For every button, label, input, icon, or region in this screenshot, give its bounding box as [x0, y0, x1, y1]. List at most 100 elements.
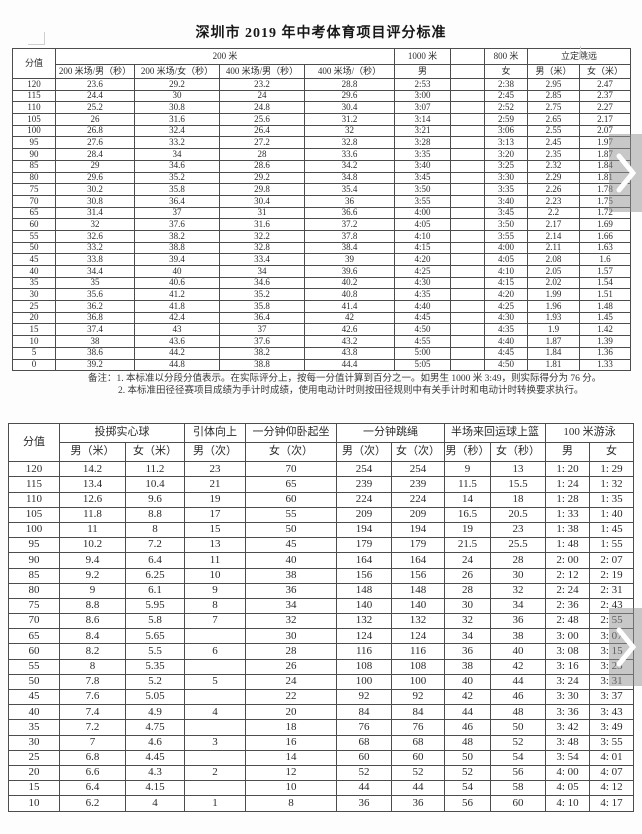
value-cell: 1: 55 — [589, 537, 634, 554]
value-cell: 1: 32 — [589, 476, 634, 493]
value-cell: 43.8 — [303, 346, 396, 360]
value-cell: 32 — [245, 613, 337, 630]
value-cell: 2:52 — [484, 101, 529, 115]
header-400m-male: 400 米场/男（秒） — [219, 64, 305, 79]
value-cell: 40.8 — [303, 288, 396, 302]
value-cell: 19 — [444, 521, 491, 539]
value-cell: 44 — [444, 704, 491, 721]
value-cell: 37 — [134, 206, 220, 220]
value-cell: 148 — [391, 582, 445, 599]
score-cell: 120 — [8, 461, 60, 478]
value-cell: 108 — [336, 658, 392, 675]
value-cell: 4 — [184, 704, 246, 721]
value-cell: 52 — [444, 764, 491, 782]
value-cell: 4:20 — [394, 253, 452, 266]
value-cell: 4:40 — [394, 300, 452, 313]
header-pullup-male: 男（次） — [184, 442, 246, 463]
value-cell: 37 — [219, 323, 305, 337]
value-cell: 1.9 — [527, 323, 581, 337]
chevron-right-icon — [616, 152, 636, 194]
score-cell: 120 — [12, 78, 56, 91]
table-row: 105 26 31.6 25.6 31.2 3:14 2:59 2.65 2.17 — [12, 113, 632, 126]
value-cell: 3: 49 — [589, 719, 634, 736]
value-cell: 36 — [245, 582, 337, 599]
note-text-2: 2. 本标准田径径赛项目成绩为手计时成绩，使用电动计时则按田径规则中有关手计时和… — [118, 385, 584, 396]
value-cell: 34.2 — [303, 159, 396, 173]
table-row: 60 32 37.6 31.6 37.2 4:05 3:50 2.17 1.69 — [12, 218, 632, 231]
value-cell: 19 — [184, 491, 246, 508]
value-cell: 6.4 — [125, 552, 185, 569]
value-cell: 1: 45 — [589, 521, 634, 539]
value-cell: 1: 28 — [545, 491, 590, 508]
value-cell: 2 — [184, 764, 246, 782]
table-row: 30 35.6 41.2 35.2 40.8 4:35 4:20 1.99 1.51 — [12, 288, 632, 302]
carousel-next-button[interactable] — [609, 134, 642, 212]
value-cell: 28 — [219, 148, 305, 161]
value-cell: 14 — [245, 749, 337, 766]
header-empty — [450, 48, 486, 65]
value-cell: 1.39 — [579, 335, 632, 348]
value-cell: 30 — [490, 567, 546, 584]
value-cell: 3:40 — [484, 194, 529, 208]
skill-events-table: 分值 投掷实心球 引体向上 一分钟仰卧起坐 一分钟跳绳 半场来回运球上篮 100… — [8, 423, 634, 812]
table-notes: 备注：1. 本标准以分段分值表示。在实际评分上，按每一分值计算到百分之一。如男生… — [88, 374, 642, 397]
note-label: 备注： — [88, 374, 117, 385]
score-cell: 55 — [8, 658, 60, 675]
header-1000m-group: 1000 米 — [394, 48, 452, 65]
carousel-next-button[interactable] — [609, 608, 642, 686]
value-cell: 40 — [490, 643, 546, 660]
header-situp-group: 一分钟仰卧起坐 — [245, 423, 337, 444]
value-cell — [450, 171, 486, 185]
value-cell: 4 — [125, 795, 185, 812]
value-cell: 3:50 — [484, 218, 529, 231]
value-cell — [184, 658, 246, 675]
table-row: 5 38.6 44.2 38.2 43.8 5:00 4:45 1.84 1.36 — [12, 346, 632, 360]
value-cell: 11 — [184, 552, 246, 569]
table-row: 75 8.8 5.95 8 34 140 140 30 34 2: 36 2: 43 — [8, 597, 634, 615]
value-cell: 28 — [490, 552, 546, 569]
value-cell: 34 — [444, 628, 491, 645]
value-cell: 9 — [59, 582, 126, 599]
value-cell: 35.2 — [134, 171, 220, 185]
value-cell: 40 — [245, 552, 337, 569]
value-cell: 2.37 — [579, 89, 632, 103]
score-cell: 60 — [8, 643, 60, 660]
value-cell: 1: 35 — [589, 491, 634, 508]
value-cell: 42 — [444, 688, 491, 706]
table-row: 90 28.4 34 28 33.6 3:35 3:20 2.35 1.87 — [12, 148, 632, 161]
value-cell: 164 — [391, 552, 445, 569]
value-cell: 4: 12 — [589, 780, 634, 797]
value-cell: 30.8 — [134, 101, 220, 115]
value-cell: 116 — [336, 643, 392, 660]
table-row: 90 9.4 6.4 11 40 164 164 24 28 2: 00 2: 07 — [8, 552, 634, 569]
value-cell: 48 — [444, 734, 491, 751]
value-cell: 2: 36 — [545, 597, 590, 615]
value-cell: 156 — [336, 567, 392, 584]
value-cell: 60 — [336, 749, 392, 766]
value-cell: 36 — [303, 194, 396, 208]
value-cell: 38.2 — [134, 229, 220, 243]
value-cell: 52 — [490, 734, 546, 751]
value-cell: 29.6 — [55, 171, 135, 185]
value-cell: 4:45 — [394, 311, 452, 325]
value-cell: 70 — [245, 461, 337, 478]
value-cell: 6 — [184, 643, 246, 660]
value-cell: 1: 40 — [589, 506, 634, 523]
value-cell: 1.69 — [579, 218, 632, 231]
value-cell: 2: 00 — [545, 552, 590, 569]
value-cell: 2.55 — [527, 124, 581, 138]
value-cell: 209 — [391, 506, 445, 523]
value-cell: 3:07 — [394, 101, 452, 115]
value-cell: 30 — [134, 89, 220, 103]
score-cell: 50 — [12, 241, 56, 255]
value-cell: 30 — [444, 597, 491, 615]
score-cell: 10 — [8, 795, 60, 812]
value-cell: 50 — [444, 749, 491, 766]
value-cell: 224 — [391, 491, 445, 508]
value-cell: 30.2 — [55, 183, 135, 196]
value-cell: 55 — [245, 506, 337, 523]
table-row: 115 24.4 30 24 29.6 3:00 2:45 2.85 2.37 — [12, 89, 632, 103]
value-cell: 2:53 — [394, 78, 452, 91]
value-cell: 10 — [184, 567, 246, 584]
value-cell: 76 — [391, 719, 445, 736]
